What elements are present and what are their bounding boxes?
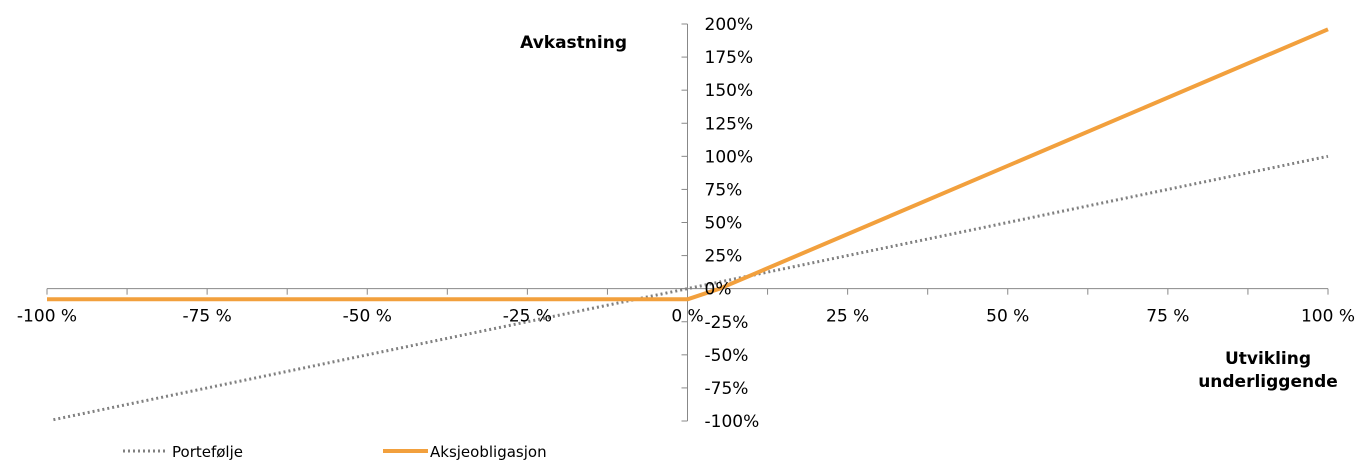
series-layer [47, 27, 1329, 422]
legend-label-aksjeobligasjon: Aksjeobligasjon [430, 443, 547, 460]
ticks-layer: -100 % -75 % -50 % -25 % 0 % 25 % 50 % 75 % 100 … [17, 15, 1355, 432]
legend: Portefølje Aksjeobligasjon [123, 443, 547, 460]
legend-label-portefolje: Portefølje [172, 443, 243, 460]
y-tick-label: 125% [705, 114, 754, 134]
y-tick-label: 175% [705, 48, 754, 68]
series-line-aksjeobligasjon [47, 27, 1329, 302]
series-line-portef-lje [53, 154, 1329, 422]
x-tick-label: -75 % [182, 307, 231, 327]
y-tick-label: 100% [705, 147, 754, 167]
y-tick-label: 25% [705, 247, 743, 267]
x-tick-label: 75 % [1146, 307, 1189, 327]
y-tick-label: -25% [705, 313, 749, 333]
y-tick-label: 75% [705, 180, 743, 200]
x-tick-label: 25 % [826, 307, 869, 327]
y-tick-label: 200% [705, 15, 754, 35]
y-axis-title: Avkastning [520, 33, 627, 53]
x-tick-label: -50 % [343, 307, 392, 327]
y-tick-label: -50% [705, 346, 749, 366]
x-tick-label: -25 % [503, 307, 552, 327]
y-tick-label: 50% [705, 214, 743, 234]
x-tick-label: -100 % [17, 307, 77, 327]
y-tick-label: -100% [705, 412, 760, 432]
x-tick-label: 0 % [671, 307, 703, 327]
x-axis-title-line-2: underliggende [1198, 372, 1338, 392]
y-tick-label: 0% [705, 280, 732, 300]
x-tick-label: 50 % [986, 307, 1029, 327]
x-tick-label: 100 % [1301, 307, 1355, 327]
axes [46, 23, 1329, 422]
y-tick-label: 150% [705, 81, 754, 101]
x-axis-title-line-1: Utvikling [1225, 349, 1311, 369]
y-tick-label: -75% [705, 379, 749, 399]
